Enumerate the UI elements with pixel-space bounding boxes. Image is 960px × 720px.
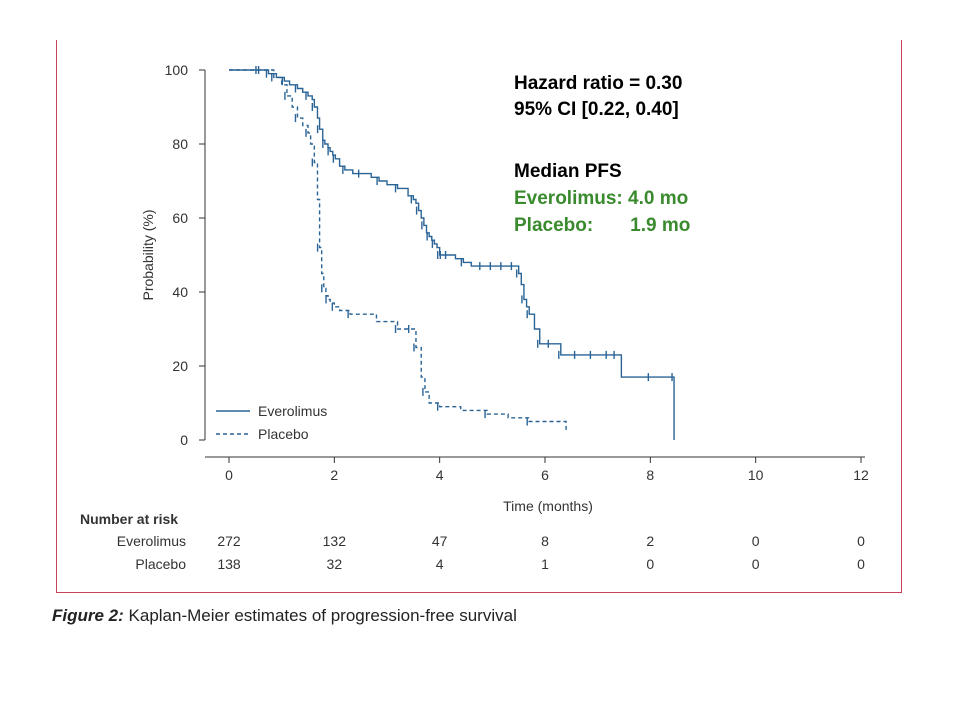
legend-label-placebo: Placebo bbox=[258, 426, 309, 442]
risk-cell: 2 bbox=[646, 533, 654, 549]
risk-cell: 0 bbox=[752, 533, 760, 549]
series-line-everolimus bbox=[229, 69, 675, 440]
y-axis-label: Probability (%) bbox=[140, 209, 156, 300]
legend-label-everolimus: Everolimus bbox=[258, 403, 327, 419]
median-everolimus-label: Everolimus: 4.0 mo bbox=[514, 188, 689, 209]
y-tick-label: 60 bbox=[172, 210, 188, 226]
figure-frame bbox=[56, 40, 902, 593]
median-placebo-label: Placebo: 1.9 mo bbox=[514, 215, 691, 236]
x-tick-label: 0 bbox=[225, 467, 233, 483]
risk-cell: 0 bbox=[857, 556, 865, 572]
y-tick-label: 100 bbox=[165, 62, 189, 78]
risk-cell: 4 bbox=[436, 556, 444, 572]
figure-caption: Figure 2: Kaplan-Meier estimates of prog… bbox=[52, 606, 517, 626]
risk-row-label: Everolimus bbox=[117, 533, 186, 549]
x-tick-label: 8 bbox=[646, 467, 654, 483]
risk-cell: 8 bbox=[541, 533, 549, 549]
confidence-interval-label: 95% CI [0.22, 0.40] bbox=[514, 99, 679, 120]
x-tick-label: 10 bbox=[748, 467, 764, 483]
x-tick-label: 6 bbox=[541, 467, 549, 483]
risk-cell: 138 bbox=[217, 556, 241, 572]
risk-cell: 0 bbox=[646, 556, 654, 572]
x-tick-label: 4 bbox=[436, 467, 444, 483]
risk-row-label: Placebo bbox=[135, 556, 186, 572]
caption-label: Figure 2: bbox=[52, 606, 124, 625]
x-tick-label: 12 bbox=[853, 467, 869, 483]
series-line-placebo bbox=[229, 69, 567, 433]
risk-cell: 32 bbox=[327, 556, 343, 572]
median-pfs-title: Median PFS bbox=[514, 161, 622, 182]
hazard-ratio-label: Hazard ratio = 0.30 bbox=[514, 73, 683, 94]
risk-cell: 1 bbox=[541, 556, 549, 572]
risk-cell: 47 bbox=[432, 533, 448, 549]
y-tick-label: 80 bbox=[172, 136, 188, 152]
risk-cell: 272 bbox=[217, 533, 241, 549]
risk-cell: 132 bbox=[323, 533, 347, 549]
risk-cell: 0 bbox=[857, 533, 865, 549]
risk-table-title: Number at risk bbox=[80, 511, 178, 527]
caption-text: Kaplan-Meier estimates of progression-fr… bbox=[123, 606, 517, 625]
x-axis-label: Time (months) bbox=[503, 498, 593, 514]
y-tick-label: 0 bbox=[180, 432, 188, 448]
x-tick-label: 2 bbox=[330, 467, 338, 483]
risk-cell: 0 bbox=[752, 556, 760, 572]
y-tick-label: 40 bbox=[172, 284, 188, 300]
y-tick-label: 20 bbox=[172, 358, 188, 374]
